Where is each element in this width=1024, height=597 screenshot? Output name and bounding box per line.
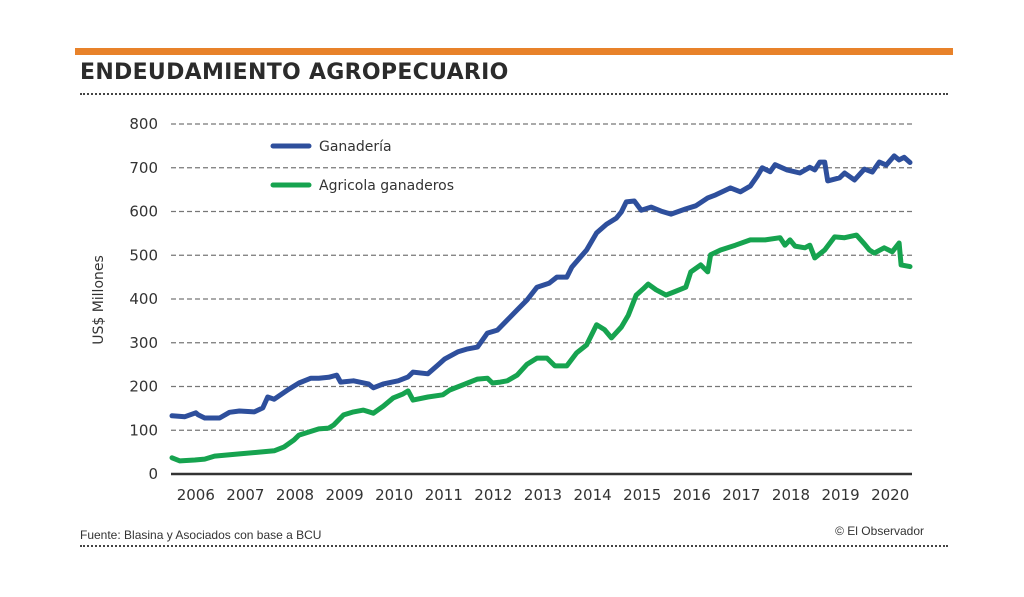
x-tick-label: 2011 [425,486,463,504]
footer-divider [80,545,948,547]
y-tick-label: 500 [129,246,158,264]
x-tick-label: 2018 [772,486,810,504]
x-tick-label: 2008 [276,486,314,504]
source-note: Fuente: Blasina y Asociados con base a B… [80,528,322,542]
y-tick-label: 200 [129,378,158,396]
copyright-credit: © El Observador [835,524,924,538]
x-tick-label: 2020 [871,486,909,504]
x-tick-label: 2009 [326,486,364,504]
legend-label-agricola: Agricola ganaderos [319,178,454,194]
x-tick-label: 2014 [574,486,612,504]
legend-label-ganaderia: Ganadería [319,139,392,155]
chart-title: ENDEUDAMIENTO AGROPECUARIO [80,60,509,85]
x-tick-label: 2010 [375,486,413,504]
accent-bar [75,48,953,55]
x-tick-label: 2019 [822,486,860,504]
series-lines [169,153,913,464]
legend: Ganadería Agricola ganaderos [270,139,454,194]
y-tick-label: 300 [129,334,158,352]
x-tick-label: 2012 [474,486,512,504]
y-tick-label: 400 [129,290,158,308]
x-tick-label: 2013 [524,486,562,504]
title-divider [80,93,948,95]
y-tick-labels: 0 100 200 300 400 500 600 700 800 [129,115,158,483]
x-tick-label: 2016 [673,486,711,504]
x-tick-label: 2007 [226,486,264,504]
y-tick-label: 600 [129,203,158,221]
x-tick-label: 2015 [623,486,661,504]
series-line-ganaderia [169,153,913,421]
y-tick-label: 100 [129,421,158,439]
series-line-agricola [169,232,913,464]
y-axis-label: US$ Millones [91,255,107,345]
x-tick-labels: 2006 2007 2008 2009 2010 2011 2012 2013 2014 2015… [177,486,910,504]
x-tick-label: 2006 [177,486,215,504]
y-tick-label: 700 [129,159,158,177]
gridlines [171,123,912,431]
x-tick-label: 2017 [722,486,760,504]
y-tick-label: 800 [129,115,158,133]
y-tick-label: 0 [148,465,158,483]
